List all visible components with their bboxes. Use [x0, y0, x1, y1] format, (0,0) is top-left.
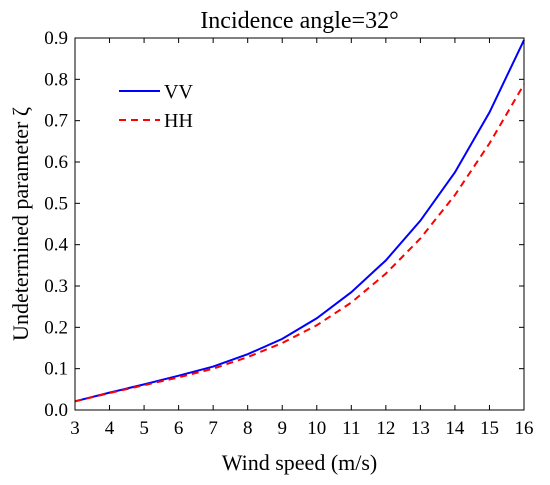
legend: VV HH: [119, 81, 193, 132]
x-tick-label: 12: [376, 418, 395, 439]
x-axis-title: Wind speed (m/s): [222, 450, 378, 475]
x-tick-label: 16: [515, 418, 534, 439]
series-line-vv: [74, 39, 525, 403]
x-tick-label: 4: [105, 418, 115, 439]
y-tick-label: 0.6: [44, 152, 68, 173]
chart-title: Incidence angle=32°: [200, 8, 398, 34]
y-axis-title: Undetermined parameter ζ: [8, 107, 33, 341]
y-tick-label: 0.8: [44, 69, 68, 90]
x-tick-label: 6: [174, 418, 184, 439]
x-tick-label: 9: [277, 418, 287, 439]
plot-frame: [74, 37, 525, 411]
plot-area: 3 4 5 6 7 8 9 10 11 12 13 14 15 16 0.0 0.1 0.2 0.3 0.4 0.5 0…: [44, 28, 533, 439]
x-tick-label: 14: [445, 418, 465, 439]
x-tick-label: 3: [70, 418, 80, 439]
x-tick-label: 11: [342, 418, 360, 439]
x-tick-label: 13: [411, 418, 430, 439]
series-line-hh: [74, 83, 525, 403]
y-tick-label: 0.0: [44, 400, 68, 421]
y-tick-label: 0.9: [44, 28, 68, 49]
x-tick-label: 5: [139, 418, 149, 439]
x-tick-label: 8: [243, 418, 253, 439]
y-tick-label: 0.3: [44, 276, 68, 297]
x-tick-label: 15: [480, 418, 499, 439]
x-tick-label: 10: [307, 418, 326, 439]
legend-label-vv: VV: [164, 81, 193, 103]
y-tick-label: 0.1: [44, 359, 68, 380]
y-tick-label: 0.5: [44, 193, 68, 214]
legend-label-hh: HH: [164, 110, 193, 132]
y-tick-label: 0.2: [44, 317, 68, 338]
x-tick-label: 7: [208, 418, 218, 439]
y-tick-label: 0.4: [44, 235, 68, 256]
y-tick-label: 0.7: [44, 111, 68, 132]
